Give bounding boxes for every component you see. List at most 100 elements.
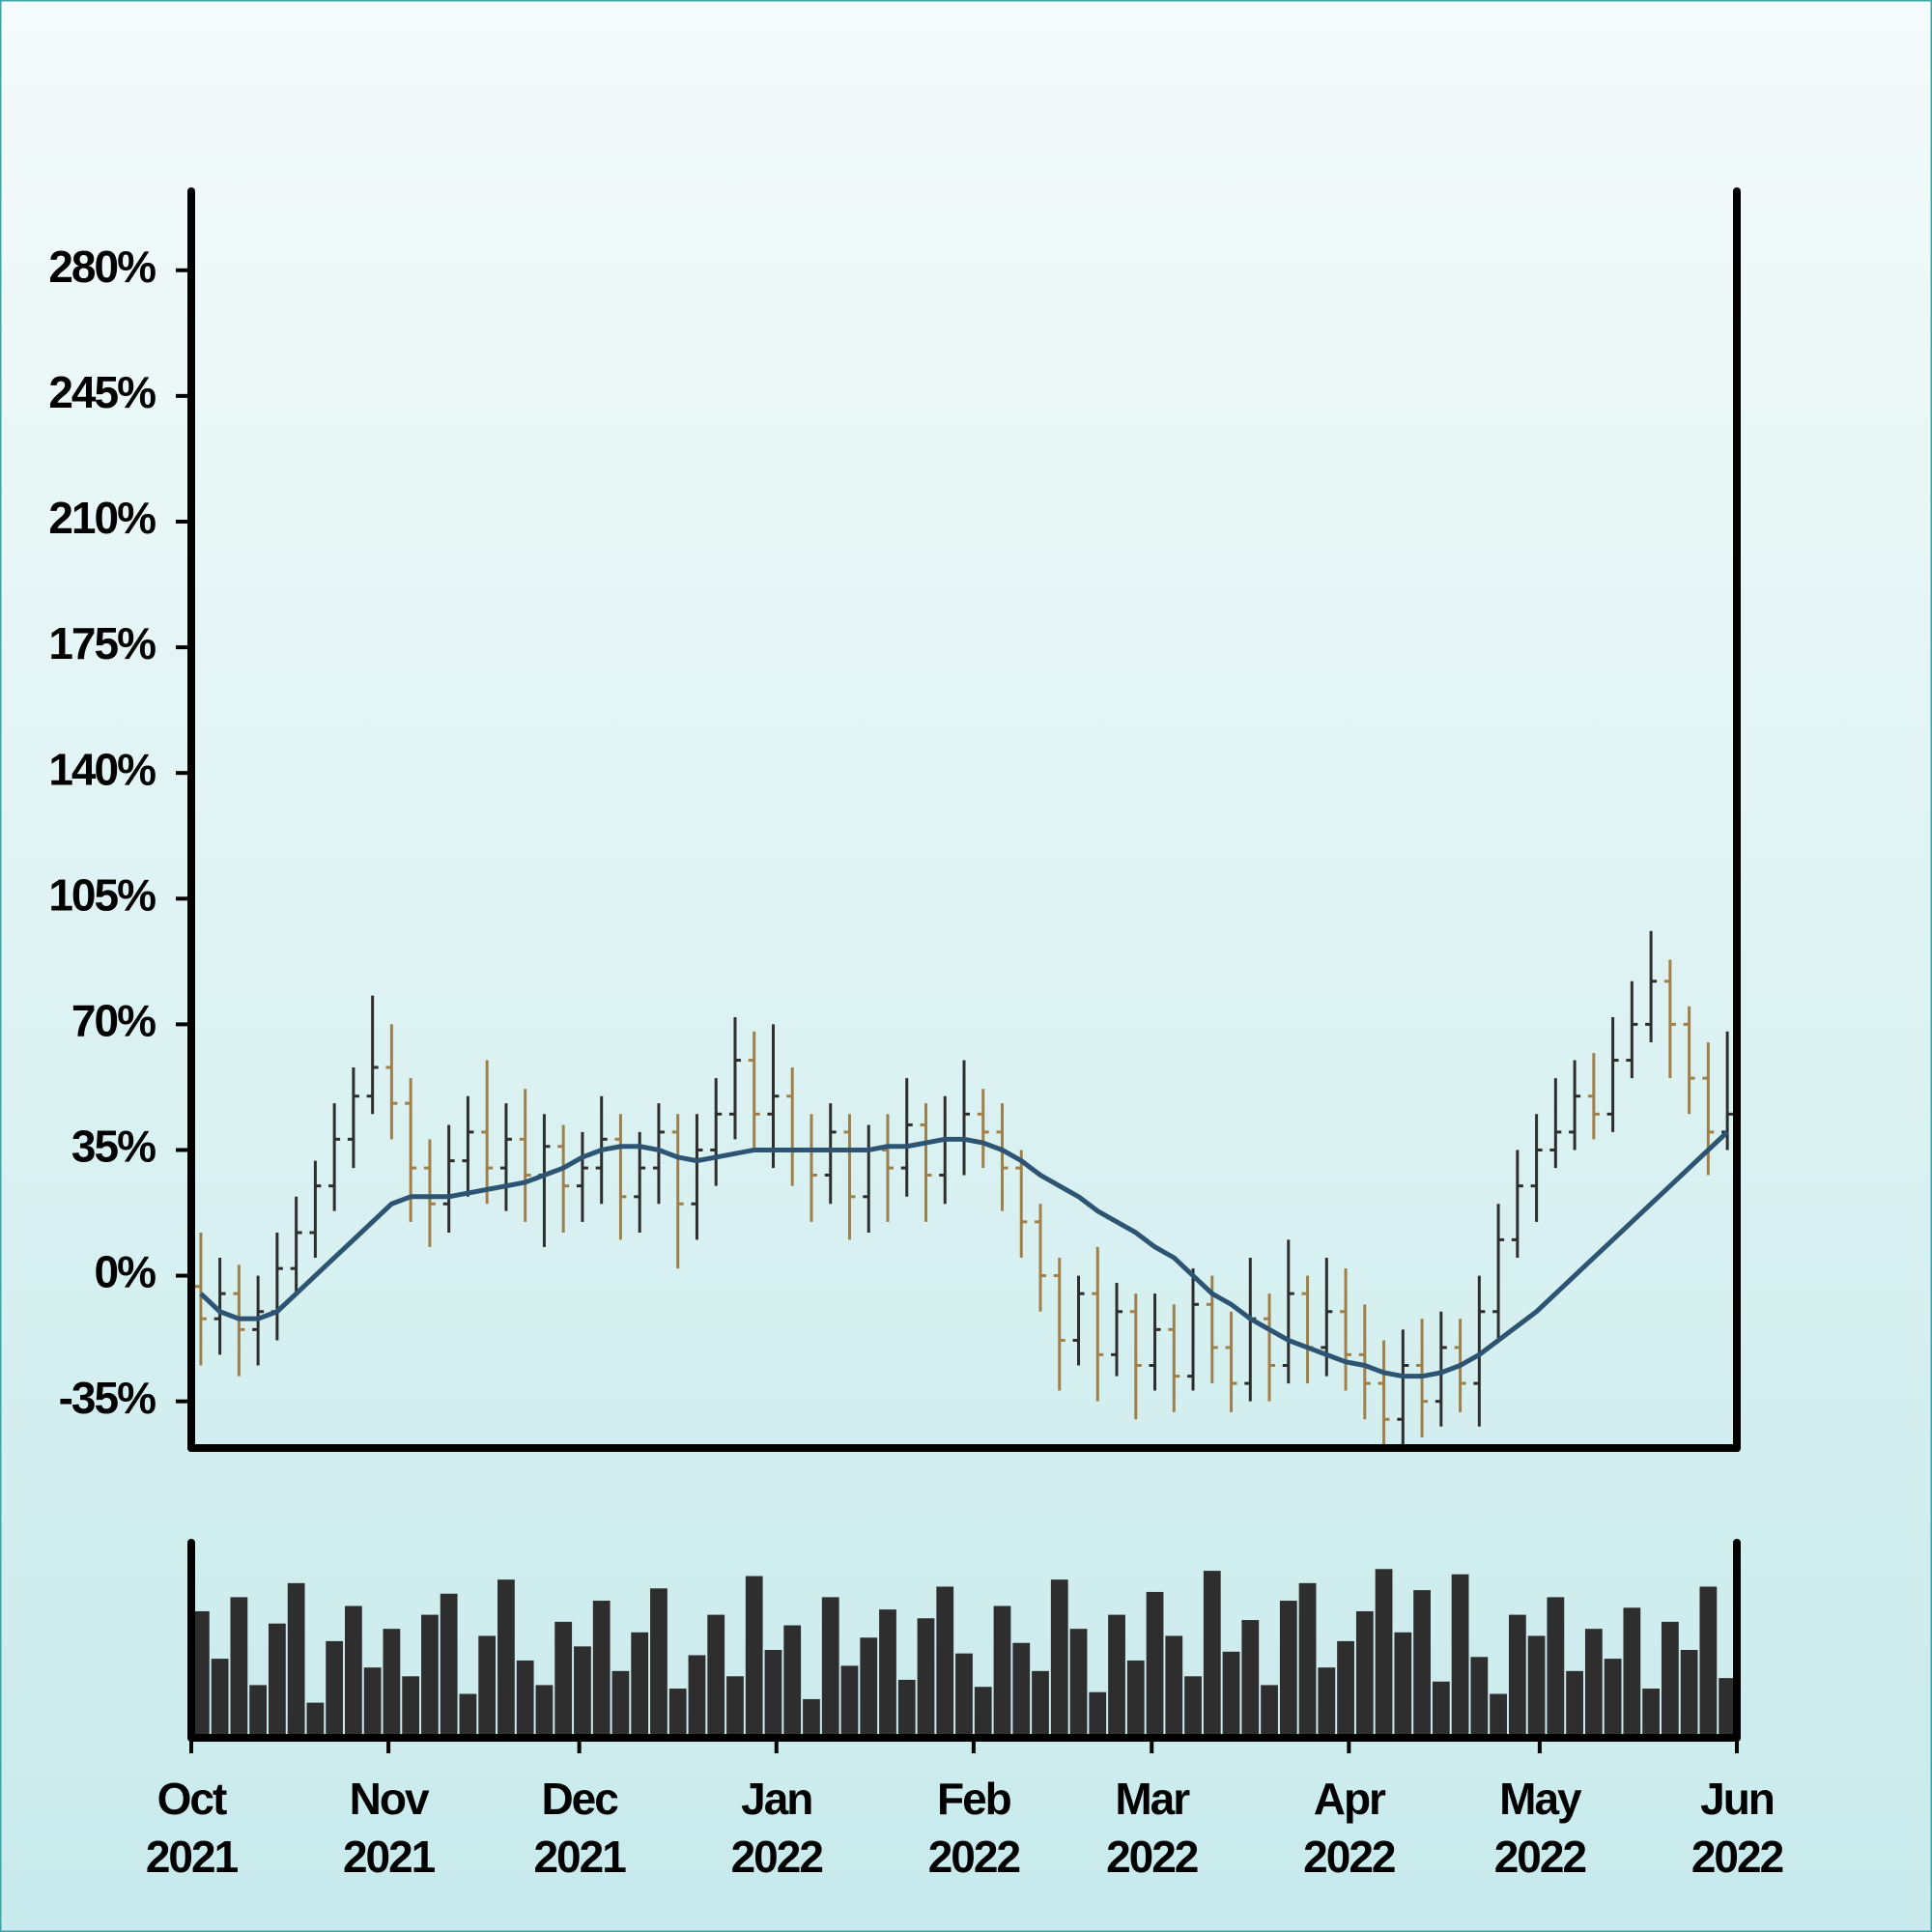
y-tick-label: 210%	[48, 493, 156, 543]
x-tick-label: Dec 2021	[533, 1774, 626, 1882]
volume-bar	[1032, 1670, 1049, 1738]
volume-bar	[459, 1693, 477, 1738]
volume-bar	[993, 1605, 1011, 1738]
volume-bar	[650, 1588, 668, 1738]
volume-bar	[955, 1653, 973, 1738]
x-tick-label: Feb 2022	[928, 1774, 1020, 1882]
volume-bar	[326, 1640, 344, 1738]
volume-bar	[783, 1625, 802, 1738]
volume-bar	[497, 1579, 515, 1738]
x-tick-label: Nov 2021	[343, 1774, 436, 1882]
volume-bar	[897, 1679, 916, 1738]
volume-bar	[1527, 1635, 1546, 1738]
volume-bar	[1089, 1691, 1107, 1738]
volume-bar	[1642, 1689, 1660, 1738]
volume-bar	[707, 1614, 725, 1738]
volume-bar	[345, 1605, 362, 1738]
volume-bar	[745, 1576, 763, 1738]
volume-bar	[1394, 1632, 1412, 1738]
volume-bar	[306, 1702, 325, 1738]
volume-bar	[917, 1618, 935, 1738]
axes: -35% 0% 35% 70% 105% 140% 175% 210% 245% 280% Oct 2…	[48, 187, 1785, 1882]
volume-bar	[1337, 1640, 1354, 1738]
x-tick-label: Jun 2022	[1691, 1774, 1783, 1882]
volume-bar	[230, 1597, 248, 1738]
volume-bar	[287, 1582, 305, 1738]
volume-bar	[249, 1685, 268, 1738]
y-tick-label: -35%	[59, 1373, 156, 1423]
volume-bar	[516, 1660, 534, 1738]
volume-bar	[1222, 1651, 1240, 1738]
volume-bar	[974, 1687, 992, 1738]
volume-bar	[1165, 1635, 1183, 1738]
volume-bar	[611, 1670, 630, 1738]
volume-bar	[1355, 1610, 1374, 1738]
volume-bar	[592, 1601, 611, 1738]
volume-bar	[269, 1623, 286, 1738]
y-tick-label: 70%	[71, 996, 156, 1046]
volume-bar	[1069, 1629, 1088, 1738]
volume-bar	[1604, 1659, 1622, 1738]
volume-bar	[1241, 1620, 1260, 1738]
plot-area	[194, 930, 1734, 1448]
y-tick-label: 140%	[48, 744, 156, 794]
volume-bar	[631, 1632, 649, 1738]
volume-bar	[1184, 1676, 1202, 1738]
volume-bar	[1413, 1590, 1431, 1738]
volume-bar	[1375, 1569, 1393, 1738]
volume-bar	[1566, 1670, 1583, 1738]
y-tick-label: 0%	[95, 1247, 156, 1297]
volume-bar	[1508, 1614, 1526, 1738]
volume-bar	[1661, 1621, 1679, 1738]
volume-bar	[402, 1676, 420, 1738]
volume-bar	[1012, 1642, 1031, 1738]
volume-bar	[764, 1650, 782, 1738]
volume-bar	[440, 1593, 458, 1738]
volume-bar	[363, 1667, 382, 1738]
volume-bar	[1298, 1582, 1317, 1738]
y-tick-label: 35%	[71, 1122, 156, 1172]
volume-bar	[726, 1676, 744, 1738]
y-tick-label: 105%	[48, 869, 156, 920]
y-tick-label: 280%	[48, 242, 156, 292]
moving-average-line	[199, 1130, 1729, 1379]
y-tick-label: 175%	[48, 618, 156, 668]
volume-bar	[1699, 1586, 1718, 1738]
volume-bar	[1719, 1678, 1737, 1738]
volume-bar	[191, 1610, 210, 1738]
volume-bar	[840, 1665, 859, 1738]
volume-bar	[879, 1609, 896, 1738]
x-tick-label: Oct 2021	[146, 1774, 239, 1882]
volume-bar	[668, 1689, 687, 1738]
volume-bar	[1108, 1614, 1125, 1738]
volume-bar	[1146, 1591, 1164, 1738]
volume-bar	[1203, 1571, 1221, 1738]
volume-bar	[1126, 1660, 1145, 1738]
volume-bar	[1547, 1597, 1565, 1738]
volume-bar	[1432, 1681, 1450, 1738]
x-tick-label: May 2022	[1494, 1774, 1586, 1882]
x-tick-label: Mar 2022	[1106, 1774, 1198, 1882]
volume-bar	[535, 1685, 554, 1738]
volume-bar	[211, 1659, 229, 1738]
x-tick-label: Apr 2022	[1303, 1774, 1395, 1882]
volume-bar	[688, 1655, 706, 1738]
volume-bar	[1050, 1579, 1068, 1738]
volume-bar	[803, 1698, 820, 1738]
volume-bar	[1470, 1657, 1489, 1738]
volume-bar	[1623, 1607, 1641, 1738]
volume-bar	[383, 1629, 401, 1738]
volume-bar	[860, 1637, 878, 1738]
volume-bar	[821, 1597, 839, 1738]
volume-bar	[1318, 1667, 1336, 1738]
x-tick-label: Jan 2022	[731, 1774, 823, 1882]
volume-bar	[1279, 1601, 1297, 1738]
volume-bar	[936, 1586, 954, 1738]
volume-bar	[574, 1646, 591, 1738]
volume-bar	[1490, 1693, 1507, 1738]
volume-bar	[1261, 1685, 1278, 1738]
volume-bar	[1680, 1650, 1698, 1738]
volume-bar	[1451, 1574, 1469, 1738]
